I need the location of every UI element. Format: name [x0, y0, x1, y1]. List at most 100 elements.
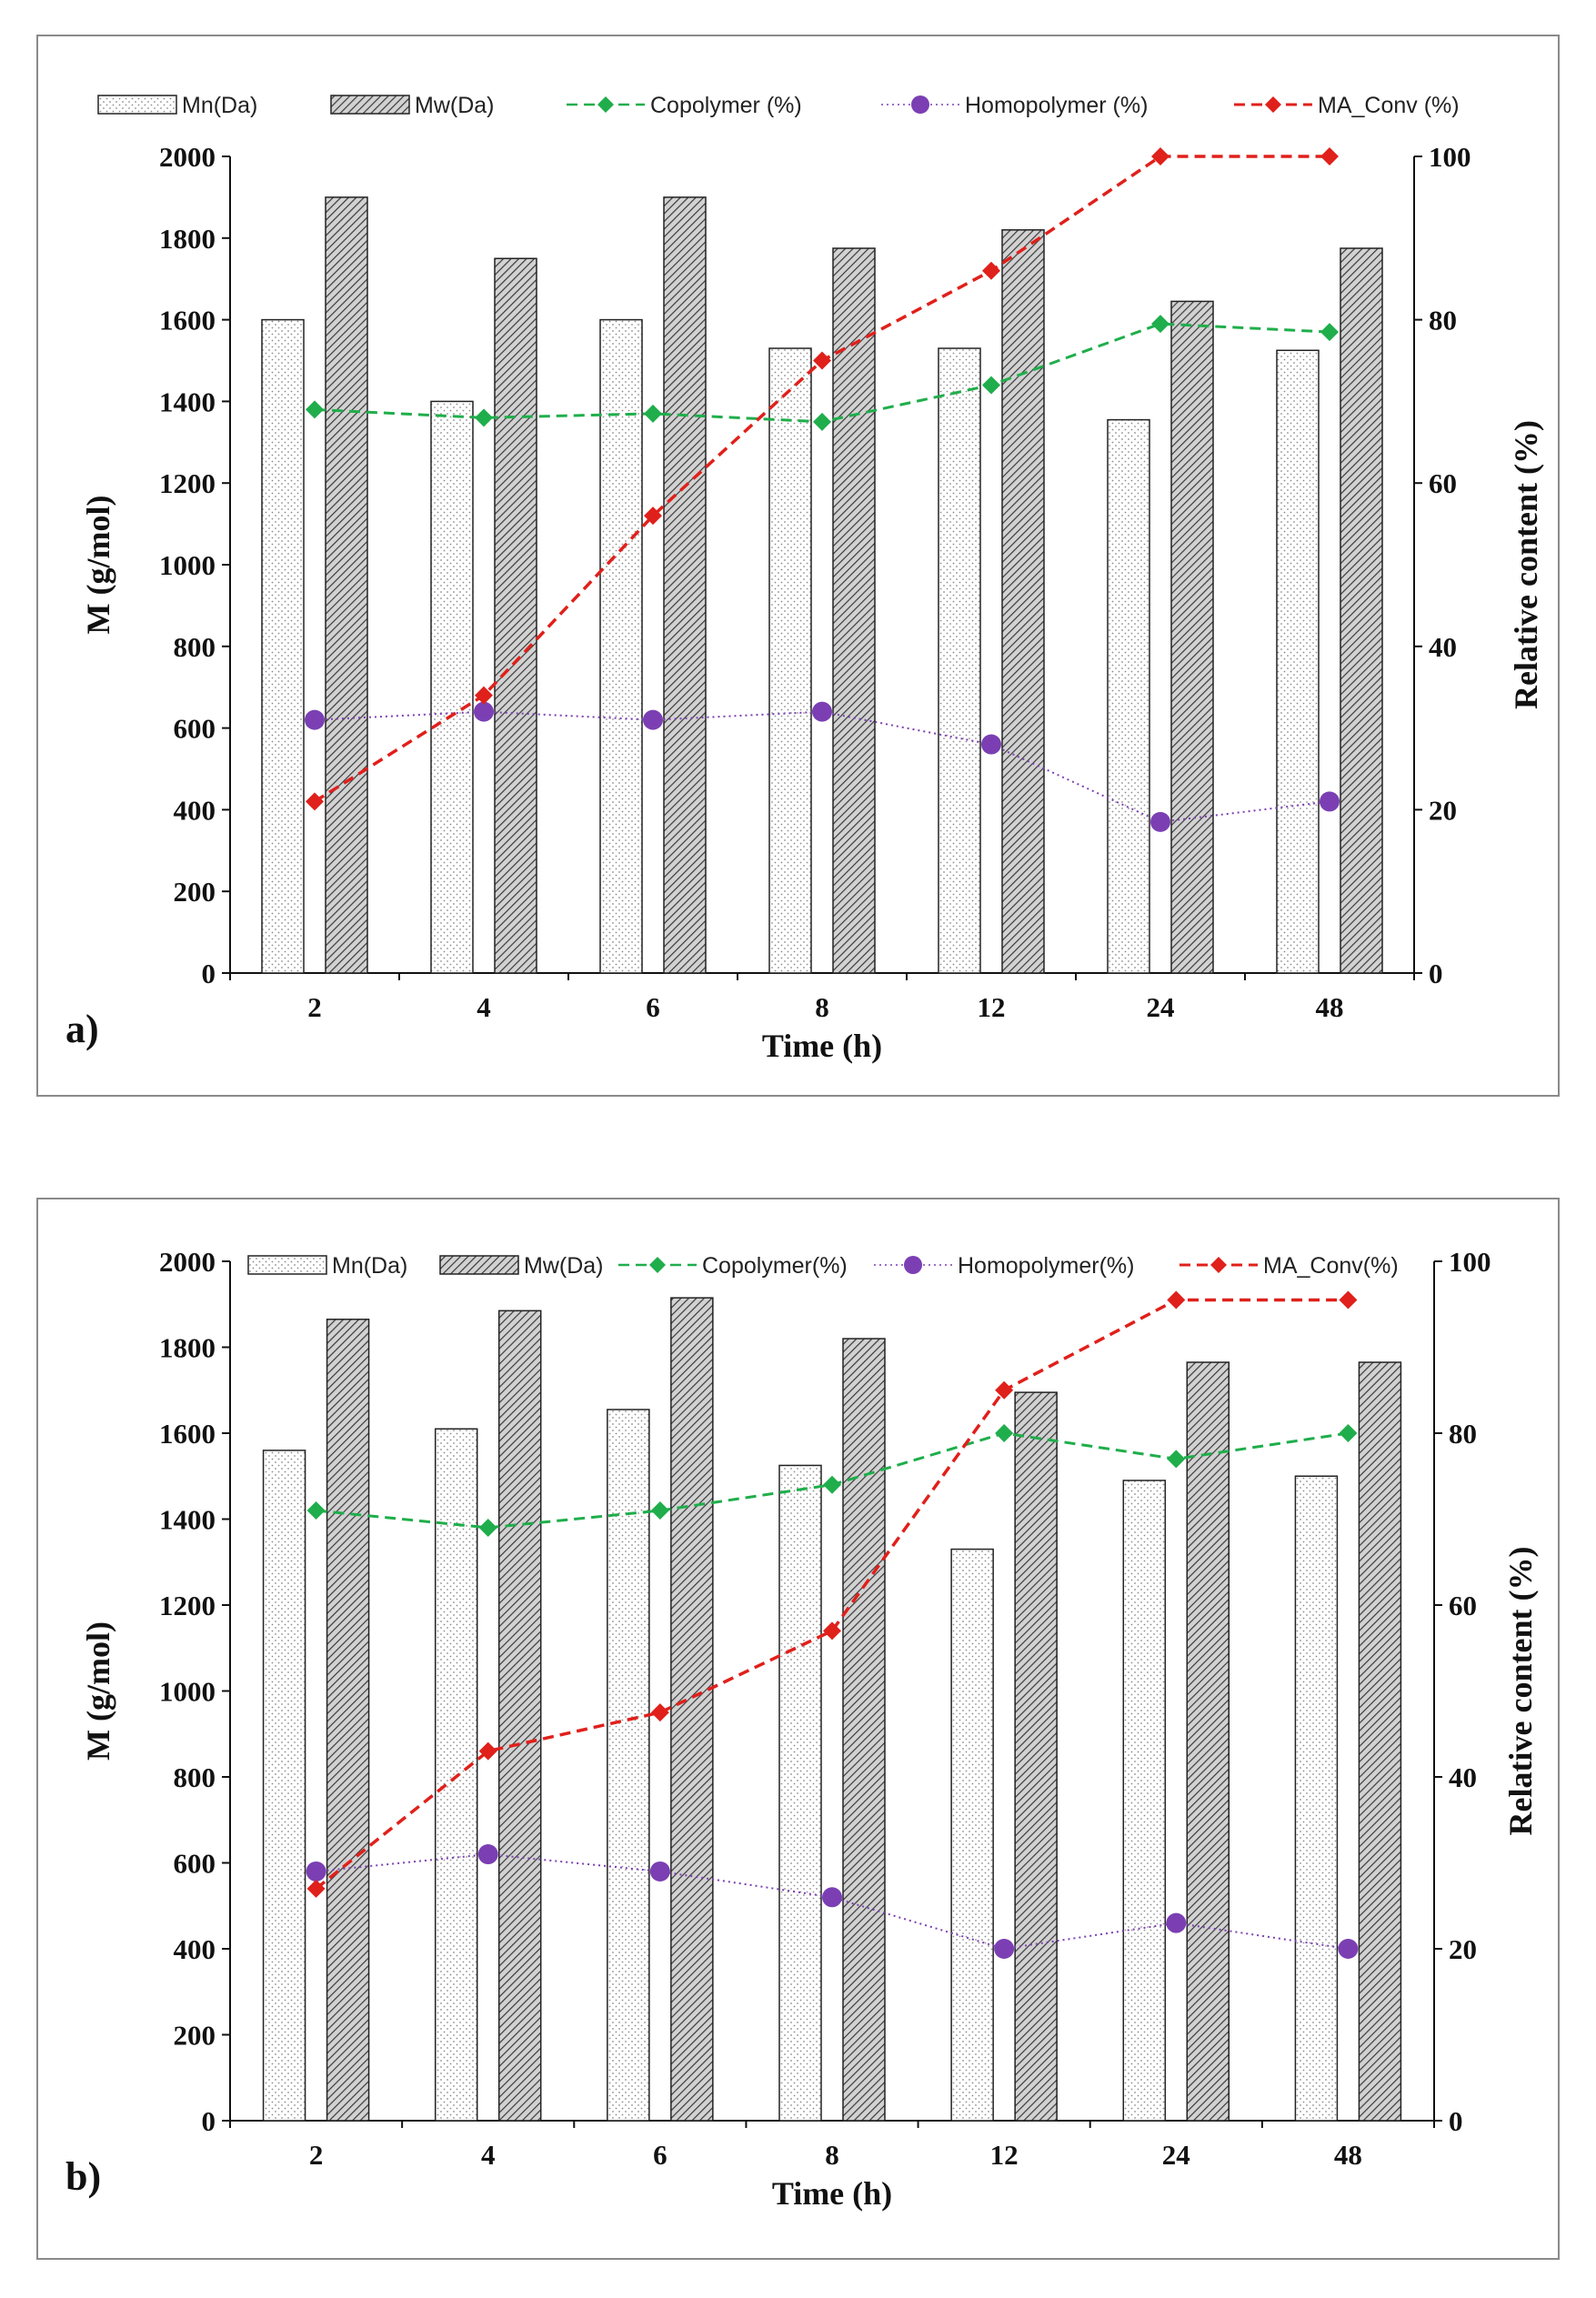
legend-label: MA_Conv(%): [1263, 1253, 1399, 1279]
ma-conv-point: [650, 1703, 669, 1722]
homopolymer-point: [477, 1844, 498, 1865]
ma-conv-point: [475, 686, 493, 705]
legend-mn-swatch: [97, 95, 177, 115]
right-y-tick-label: 80: [1449, 1418, 1477, 1450]
left-y-tick-label: 1200: [159, 467, 216, 499]
right-y-tick-label: 20: [1449, 1933, 1477, 1965]
ma-conv-point: [306, 792, 324, 811]
mn-bar: [1294, 1475, 1339, 2122]
mn-bar: [938, 347, 981, 974]
left-y-tick-label: 600: [174, 1848, 216, 1880]
right-y-axis-title: Relative content (%): [1502, 1547, 1539, 1836]
panel-label: b): [65, 2154, 101, 2199]
copolymer-point: [475, 408, 493, 427]
mw-bar: [497, 1310, 542, 2122]
mw-bar: [832, 247, 876, 974]
ma-conv-point: [1151, 147, 1169, 166]
x-tick-label: 48: [1316, 991, 1344, 1023]
homopolymer-point: [1150, 811, 1170, 832]
mw-bar: [842, 1338, 886, 2122]
x-tick-label: 12: [990, 2139, 1019, 2171]
left-y-tick-label: 1800: [159, 1332, 216, 1364]
legend-mw-swatch: [330, 95, 410, 115]
mn-bar: [430, 400, 474, 974]
mw-bar: [326, 1319, 370, 2122]
left-y-tick-label: 2000: [159, 141, 216, 173]
copolymer-point: [982, 376, 1000, 395]
mn-bar: [607, 1409, 650, 2122]
ma-conv-point: [1167, 1290, 1186, 1310]
ma-conv-point: [995, 1380, 1014, 1400]
left-y-tick-label: 1600: [159, 305, 216, 336]
homopolymer-point: [305, 709, 325, 730]
x-tick-label: 4: [481, 2139, 496, 2171]
copolymer-point: [823, 1475, 841, 1494]
copolymer-point: [478, 1518, 497, 1537]
homopolymer-point: [306, 1861, 326, 1882]
right-y-tick-label: 40: [1449, 1761, 1477, 1793]
homopolymer-point: [812, 701, 832, 722]
legend-mn-swatch: [247, 1255, 327, 1275]
ma-conv-point: [823, 1621, 841, 1641]
mw-bar: [1186, 1361, 1230, 2122]
mw-bar: [1014, 1391, 1058, 2122]
mw-bar: [1358, 1361, 1402, 2122]
legend-label: Mw(Da): [415, 93, 495, 118]
legend-ma-conv-marker: [1265, 96, 1281, 113]
right-y-tick-label: 0: [1429, 958, 1443, 989]
legend-label: Mn(Da): [332, 1253, 407, 1279]
ma-conv-point: [813, 351, 831, 370]
legend-label: Mn(Da): [182, 93, 257, 118]
x-tick-label: 2: [309, 2139, 324, 2171]
copolymer-point: [1320, 323, 1339, 342]
homopolymer-point: [474, 701, 494, 722]
mn-bar: [261, 318, 305, 974]
homopolymer-point: [1338, 1939, 1359, 1959]
legend-mw-swatch: [439, 1255, 519, 1275]
x-tick-label: 8: [815, 991, 829, 1023]
right-y-tick-label: 0: [1449, 2105, 1463, 2137]
left-y-tick-label: 1600: [159, 1418, 216, 1450]
copolymer-point: [813, 412, 831, 431]
ma-conv-point: [644, 507, 662, 526]
left-y-tick-label: 800: [174, 631, 216, 663]
left-y-tick-label: 1000: [159, 1676, 216, 1708]
x-tick-label: 48: [1334, 2139, 1362, 2171]
ma-conv-point: [1320, 147, 1339, 166]
homopolymer-point: [994, 1939, 1015, 1959]
mn-bar: [262, 1450, 306, 2122]
left-y-tick-label: 200: [174, 2020, 216, 2052]
homopolymer-point: [822, 1887, 842, 1908]
right-y-tick-label: 100: [1429, 141, 1471, 173]
mn-bar: [778, 1464, 822, 2122]
left-y-tick-label: 600: [174, 713, 216, 745]
left-y-tick-label: 400: [174, 794, 216, 826]
x-tick-label: 2: [307, 991, 322, 1023]
homopolymer-point: [981, 734, 1001, 755]
mn-bar: [1107, 418, 1150, 974]
copolymer-point: [1339, 1424, 1358, 1442]
chart-panel-b: 0 200 400 600 800 1000 1200 1400 1600 1800 2000 0 20…: [36, 1198, 1560, 2260]
left-y-tick-label: 400: [174, 1933, 216, 1965]
mn-bar: [1122, 1480, 1167, 2122]
legend-label: Homopolymer (%): [965, 93, 1148, 118]
x-tick-label: 24: [1162, 2139, 1190, 2171]
x-tick-label: 12: [978, 991, 1006, 1023]
legend-label: Mw(Da): [524, 1253, 604, 1279]
ma-conv-point: [478, 1741, 497, 1761]
legend-homopolymer-marker: [904, 1256, 922, 1274]
ma-conv-point: [1339, 1290, 1358, 1310]
mn-bar: [950, 1548, 994, 2122]
legend-label: Homopolymer(%): [958, 1253, 1134, 1279]
left-y-tick-label: 1400: [159, 386, 216, 417]
legend-homopolymer-marker: [911, 95, 929, 114]
mw-bar: [670, 1297, 714, 2122]
right-y-axis-title: Relative content (%): [1508, 420, 1544, 709]
left-y-tick-label: 2000: [159, 1246, 216, 1278]
homopolymer-point: [643, 709, 663, 730]
mw-bar: [1001, 229, 1045, 974]
right-y-tick-label: 80: [1429, 305, 1457, 336]
legend-copolymer-marker: [649, 1257, 666, 1273]
left-y-axis-title: M (g/mol): [80, 496, 116, 635]
x-tick-label: 24: [1147, 991, 1175, 1023]
